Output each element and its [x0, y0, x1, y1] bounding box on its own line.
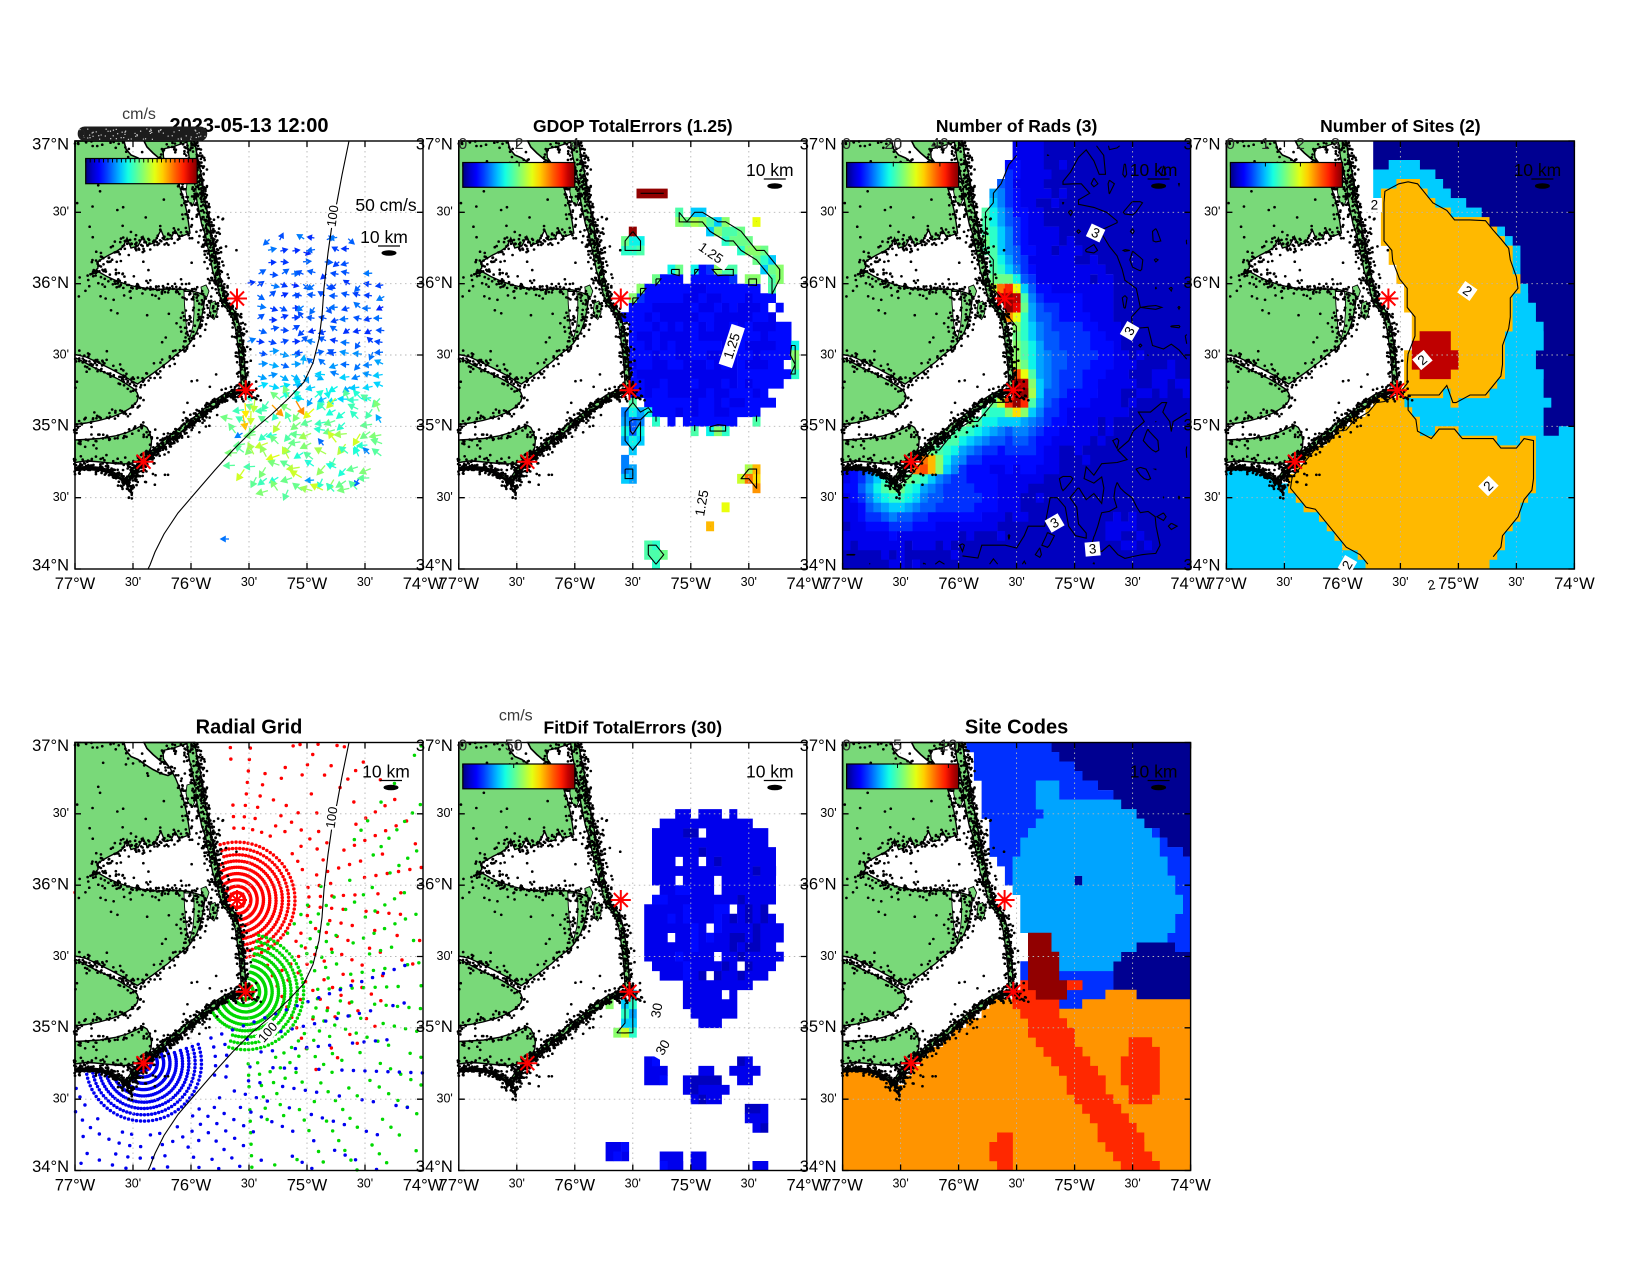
svg-text:cm/s: cm/s: [499, 708, 533, 725]
svg-text:0: 0: [1226, 136, 1235, 153]
svg-text:30: 30: [648, 1002, 665, 1019]
svg-text:0: 0: [458, 738, 467, 755]
svg-text:50: 50: [505, 738, 523, 755]
svg-text:2: 2: [1371, 198, 1379, 213]
svg-text:10 km: 10 km: [746, 160, 794, 180]
svg-text:GDOP TotalErrors (1.25): GDOP TotalErrors (1.25): [533, 116, 733, 136]
svg-text:20: 20: [884, 136, 902, 153]
svg-text:10 km: 10 km: [1130, 762, 1178, 782]
svg-text:3: 3: [1088, 541, 1097, 557]
svg-text:4: 4: [570, 136, 579, 153]
svg-text:cm/s: cm/s: [122, 106, 156, 123]
svg-text:2023-05-13 12:00: 2023-05-13 12:00: [169, 115, 328, 137]
svg-text:10 km: 10 km: [746, 762, 794, 782]
svg-text:0: 0: [78, 127, 85, 142]
svg-text:5: 5: [200, 127, 207, 142]
svg-text:Site Codes: Site Codes: [965, 717, 1068, 739]
svg-text:10 km: 10 km: [1130, 160, 1178, 180]
svg-text:5: 5: [893, 738, 902, 755]
svg-text:10 km: 10 km: [360, 227, 408, 247]
svg-text:Number of Sites (2): Number of Sites (2): [1320, 116, 1480, 136]
svg-text:2: 2: [1296, 136, 1305, 153]
svg-text:Number of Rads (3): Number of Rads (3): [936, 116, 1097, 136]
svg-text:10: 10: [940, 738, 958, 755]
svg-text:0: 0: [458, 136, 467, 153]
svg-text:40: 40: [931, 136, 949, 153]
svg-text:100: 100: [323, 806, 341, 830]
svg-text:100: 100: [324, 204, 342, 228]
svg-text:3: 3: [1331, 136, 1340, 153]
svg-text:10 km: 10 km: [362, 762, 410, 782]
svg-text:0: 0: [842, 136, 851, 153]
svg-text:2: 2: [1426, 577, 1436, 593]
svg-text:10 km: 10 km: [1514, 160, 1562, 180]
svg-text:0: 0: [842, 738, 851, 755]
svg-text:50 cm/s: 50 cm/s: [355, 195, 417, 215]
svg-text:1: 1: [1261, 136, 1270, 153]
svg-text:FitDif TotalErrors (30): FitDif TotalErrors (30): [544, 718, 723, 738]
svg-text:1.25: 1.25: [692, 489, 711, 517]
svg-text:30: 30: [653, 1037, 674, 1058]
svg-text:Radial Grid: Radial Grid: [196, 717, 303, 739]
svg-text:2: 2: [515, 136, 524, 153]
